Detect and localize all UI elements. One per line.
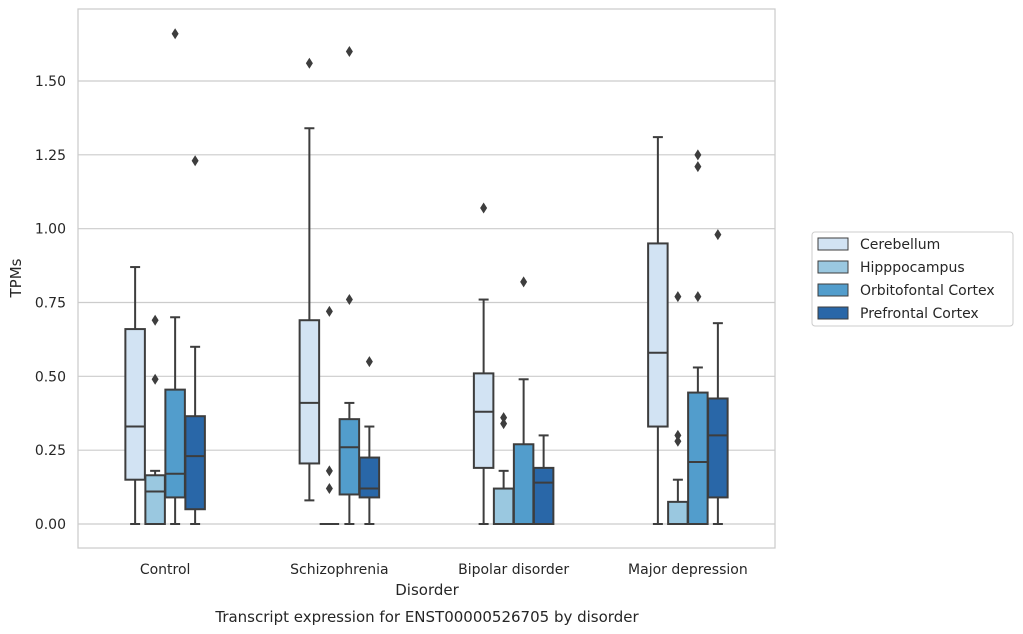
box [184, 155, 206, 525]
legend-swatch [817, 237, 849, 251]
legend-frame [811, 231, 1014, 327]
legend-label: Prefrontal Cortex [860, 306, 979, 322]
x-axis-ticks: Control Schizophrenia Bipolar disorder Majo… [140, 562, 748, 578]
iqr-box [647, 242, 669, 428]
box [319, 305, 340, 525]
outlier-point [325, 305, 333, 317]
outlier-point [345, 45, 353, 57]
y-tick-label: 0.00 [35, 517, 66, 533]
y-tick-label: 1.25 [35, 148, 66, 164]
y-tick-label: 1.00 [35, 222, 66, 238]
iqr-box [164, 388, 186, 499]
outlier-point [520, 276, 528, 288]
legend-label: Hipppocampus [860, 260, 965, 276]
iqr-box [144, 474, 166, 525]
y-tick-label: 0.75 [35, 296, 66, 312]
iqr-box [512, 443, 535, 526]
iqr-box [492, 487, 515, 525]
iqr-box [532, 466, 555, 525]
outlier-point [365, 356, 373, 368]
x-tick-label: Schizophrenia [290, 562, 388, 578]
box [667, 291, 689, 526]
box-group [124, 28, 729, 526]
box [164, 28, 186, 525]
outlier-point [694, 161, 702, 173]
iqr-box [472, 372, 495, 469]
box [298, 57, 321, 502]
outlier-point [500, 418, 508, 430]
legend-label: Orbitofontal Cortex [860, 283, 995, 299]
y-tick-label: 1.50 [35, 74, 66, 90]
y-tick-label: 0.50 [35, 369, 66, 385]
outlier-point [694, 291, 702, 303]
chart-title: Transcript expression for ENST0000052670… [214, 608, 639, 626]
outlier-point [151, 373, 159, 385]
outlier-point [345, 294, 353, 306]
x-axis-label: Disorder [395, 581, 459, 599]
x-tick-label: Major depression [628, 562, 748, 578]
iqr-box [358, 456, 381, 499]
outlier-point [674, 435, 682, 447]
box [707, 229, 729, 525]
iqr-box [687, 391, 709, 525]
iqr-box [124, 328, 146, 481]
plot-frame [77, 8, 776, 549]
x-tick-label: Control [140, 562, 191, 578]
y-axis-label: TPMs [7, 258, 25, 298]
legend-label: Cerebellum [860, 237, 940, 253]
box [338, 45, 361, 525]
legend-swatch [817, 306, 849, 320]
legend-swatch [817, 260, 849, 274]
outlier-point [714, 229, 722, 241]
x-tick-label: Bipolar disorder [458, 562, 569, 578]
iqr-box [184, 415, 206, 511]
outlier-point [325, 483, 333, 495]
box [124, 266, 146, 525]
legend-swatch [817, 283, 849, 297]
box [647, 136, 669, 525]
outlier-point [325, 465, 333, 477]
iqr-box [298, 319, 321, 465]
outlier-point [500, 412, 508, 424]
box [472, 202, 495, 525]
legend: Cerebellum Hipppocampus Orbitofontal Corte… [811, 231, 1014, 327]
box [144, 314, 166, 525]
iqr-box [338, 418, 361, 496]
box [492, 412, 515, 525]
box [687, 149, 709, 525]
outlier-point [191, 155, 199, 167]
box [532, 434, 555, 525]
box [512, 276, 535, 526]
outlier-point [674, 429, 682, 441]
outlier-point [171, 28, 179, 40]
iqr-box [667, 500, 689, 526]
box [358, 356, 381, 525]
outlier-point [305, 57, 313, 69]
y-tick-label: 0.25 [35, 443, 66, 459]
outlier-point [694, 149, 702, 161]
outlier-point [151, 314, 159, 326]
outlier-point [480, 202, 488, 214]
y-axis-ticks: 0.00 0.25 0.50 0.75 1.00 1.25 1.50 [35, 74, 66, 533]
iqr-box [707, 397, 729, 499]
outlier-point [674, 291, 682, 303]
